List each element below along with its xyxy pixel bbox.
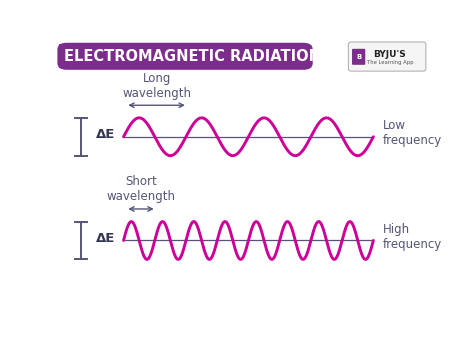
Text: Short
wavelength: Short wavelength <box>107 175 175 203</box>
Text: Long
wavelength: Long wavelength <box>122 72 191 100</box>
FancyBboxPatch shape <box>352 49 365 65</box>
Text: Low
frequency: Low frequency <box>383 119 442 147</box>
FancyBboxPatch shape <box>57 43 313 70</box>
Text: High
frequency: High frequency <box>383 223 442 251</box>
Text: ΔE: ΔE <box>96 232 115 245</box>
FancyBboxPatch shape <box>59 44 78 69</box>
Text: ΔE: ΔE <box>96 128 115 141</box>
Text: ELECTROMAGNETIC RADIATION: ELECTROMAGNETIC RADIATION <box>64 49 320 64</box>
FancyBboxPatch shape <box>348 42 426 71</box>
Text: BYJU'S: BYJU'S <box>374 49 406 59</box>
Text: B: B <box>356 54 361 60</box>
Text: The Learning App: The Learning App <box>366 60 413 65</box>
